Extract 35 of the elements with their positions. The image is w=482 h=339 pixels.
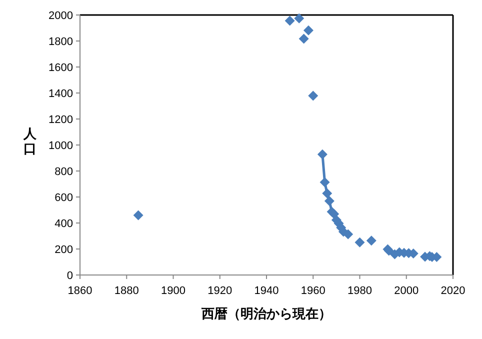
point bbox=[133, 210, 144, 220]
x-tick-label: 1960 bbox=[300, 285, 326, 297]
y-tick-label: 800 bbox=[54, 166, 73, 178]
point bbox=[294, 13, 304, 24]
x-axis-title: 西暦（明治から現在） bbox=[200, 306, 332, 321]
point bbox=[354, 237, 365, 248]
y-tick-label: 1000 bbox=[48, 140, 73, 152]
x-tick-label: 2000 bbox=[394, 285, 419, 297]
x-tick-label: 1900 bbox=[161, 285, 186, 297]
x-tick-label: 1940 bbox=[254, 285, 279, 297]
x-tick-label: 2020 bbox=[440, 285, 466, 297]
point bbox=[322, 188, 332, 198]
x-tick-label: 1920 bbox=[208, 285, 232, 297]
point bbox=[366, 236, 376, 246]
point bbox=[317, 149, 328, 160]
x-tick-label: 1980 bbox=[348, 285, 372, 297]
x-tick-label: 1880 bbox=[114, 285, 139, 297]
y-tick-label: 400 bbox=[54, 218, 73, 230]
y-tick-label: 200 bbox=[54, 244, 73, 256]
x-tick-label: 1860 bbox=[68, 285, 92, 297]
point bbox=[308, 90, 318, 101]
y-tick-label: 1200 bbox=[48, 114, 73, 126]
point bbox=[284, 16, 295, 26]
y-axis-title: 人口 bbox=[22, 126, 38, 156]
y-tick-label: 1800 bbox=[48, 36, 73, 48]
point bbox=[320, 177, 330, 188]
y-tick-label: 1400 bbox=[48, 88, 73, 100]
y-tick-label: 2000 bbox=[48, 10, 73, 22]
point bbox=[343, 229, 354, 240]
point bbox=[303, 25, 314, 36]
point bbox=[324, 196, 334, 206]
point bbox=[298, 34, 309, 44]
y-tick-label: 600 bbox=[54, 192, 73, 204]
y-tick-label: 0 bbox=[66, 270, 73, 282]
y-tick-label: 1600 bbox=[48, 62, 73, 74]
